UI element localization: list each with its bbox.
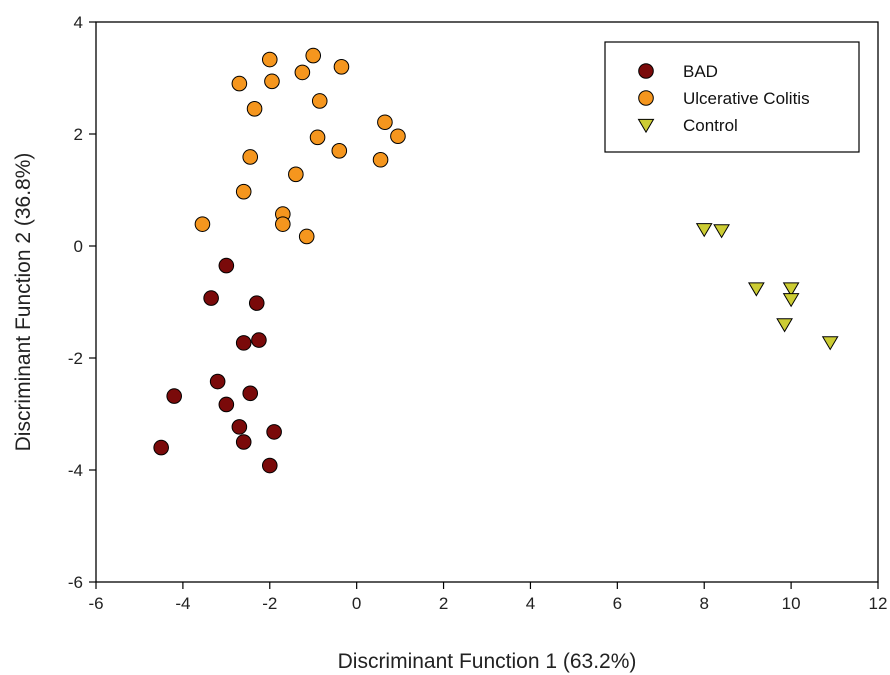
bad-point (231, 419, 248, 435)
y-tick-label: -4 (68, 461, 83, 480)
control-point (782, 293, 800, 308)
legend: BAD Ulcerative Colitis Control (604, 41, 860, 153)
y-axis-title: Discriminant Function 2 (36.8%) (12, 153, 35, 452)
y-tick-label: 0 (74, 237, 83, 256)
ulcerative-colitis-point (246, 101, 263, 117)
legend-marker-ulcerative-colitis (638, 90, 654, 106)
y-tick-label: 4 (74, 13, 83, 32)
bad-point (266, 424, 282, 440)
ulcerative-colitis-point (390, 128, 406, 145)
x-tick-label: -2 (262, 594, 277, 613)
ulcerative-colitis-point (261, 51, 278, 68)
ulcerative-colitis-point (235, 183, 252, 200)
control-point (695, 223, 713, 238)
ulcerative-colitis-point (305, 47, 322, 64)
x-tick-label: 4 (526, 594, 535, 613)
plot-area-frame (95, 21, 879, 583)
bad-point (248, 295, 265, 311)
y-tick-label: -2 (68, 349, 83, 368)
ulcerative-colitis-point (294, 64, 311, 81)
x-tick-label: 2 (439, 594, 448, 613)
legend-label-bad: BAD (683, 62, 718, 81)
bad-point (203, 290, 219, 306)
ulcerative-colitis-point (231, 75, 248, 92)
ulcerative-colitis-point (333, 59, 350, 75)
ulcerative-colitis-point (194, 216, 211, 232)
bad-point (218, 396, 235, 413)
bad-point (261, 457, 278, 474)
bad-point (209, 373, 226, 390)
control-point (776, 318, 793, 333)
x-axis: -6 -4 -2 0 2 4 6 8 10 12 (88, 582, 887, 613)
x-tick-label: 8 (699, 594, 708, 613)
x-tick-label: -4 (175, 594, 190, 613)
y-axis: -6 -4 -2 0 2 4 (68, 13, 96, 592)
ulcerative-colitis-point (309, 129, 326, 146)
bad-point (166, 388, 182, 404)
bad-point (242, 385, 259, 402)
bad-point (153, 439, 169, 456)
ulcerative-colitis-point (377, 114, 393, 131)
bad-point (251, 332, 267, 348)
x-tick-label: 12 (869, 594, 888, 613)
ulcerative-colitis-point (298, 228, 315, 245)
control-point (713, 224, 730, 239)
ulcerative-colitis-point (275, 216, 291, 232)
y-tick-label: -6 (68, 573, 83, 592)
y-tick-label: 2 (74, 125, 83, 144)
ulcerative-colitis-point (311, 93, 328, 109)
ulcerative-colitis-point (242, 149, 259, 165)
ulcerative-colitis-point (372, 151, 389, 168)
legend-label-ulcerative-colitis: Ulcerative Colitis (683, 89, 810, 108)
bad-point (235, 434, 252, 450)
bad-point (218, 257, 235, 274)
x-tick-label: 10 (782, 594, 801, 613)
x-tick-label: 6 (613, 594, 622, 613)
x-tick-label: 0 (352, 594, 361, 613)
control-point (782, 282, 800, 297)
x-axis-title: Discriminant Function 1 (63.2%) (338, 650, 637, 673)
ulcerative-colitis-point (288, 166, 304, 183)
legend-marker-control (637, 118, 655, 134)
bad-point (235, 335, 252, 351)
data-points (153, 47, 839, 474)
legend-marker-bad (638, 63, 654, 79)
x-tick-label: -6 (88, 594, 103, 613)
ulcerative-colitis-point (331, 143, 348, 159)
legend-label-control: Control (683, 116, 738, 135)
control-point (821, 336, 839, 351)
control-point (747, 282, 765, 297)
ulcerative-colitis-point (264, 73, 280, 90)
